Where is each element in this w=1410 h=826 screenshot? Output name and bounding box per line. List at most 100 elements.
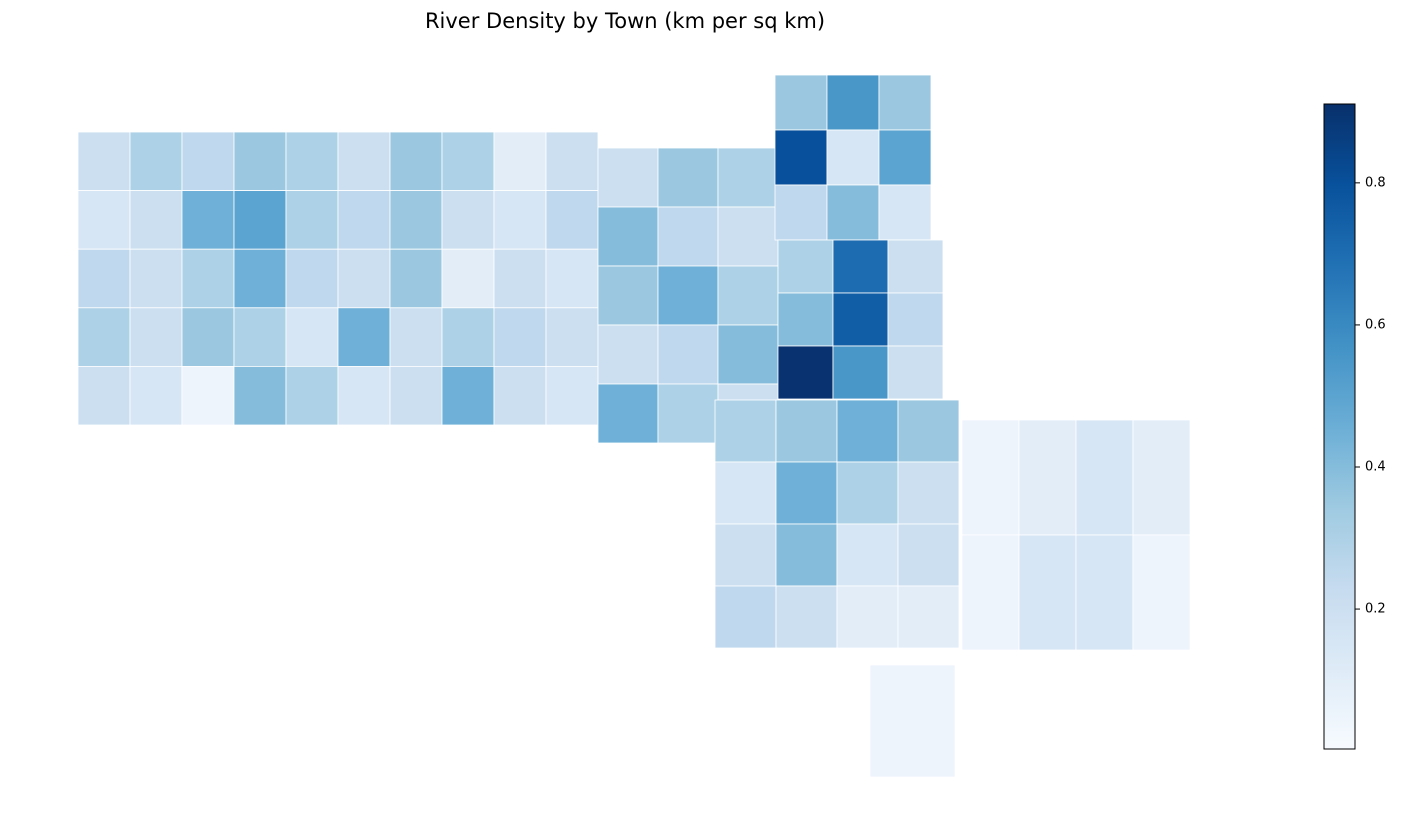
town <box>337 190 391 250</box>
town <box>337 365 391 426</box>
towns <box>77 74 1191 778</box>
town <box>493 365 547 426</box>
colorbar-tick-label: 0.4 <box>1365 459 1386 474</box>
town <box>493 307 547 367</box>
town <box>285 307 339 367</box>
town <box>897 399 960 463</box>
town <box>545 365 599 426</box>
town <box>878 184 932 241</box>
town <box>597 383 659 444</box>
town <box>961 534 1020 651</box>
town <box>285 248 339 309</box>
town <box>777 345 834 400</box>
town <box>493 131 547 191</box>
colorbar-tick-label: 0.2 <box>1365 602 1386 617</box>
town <box>545 248 599 309</box>
town <box>887 239 944 294</box>
town <box>714 399 777 463</box>
colorbar-tick-label: 0.6 <box>1365 317 1386 332</box>
town <box>657 206 719 267</box>
town <box>389 190 443 250</box>
town <box>897 585 960 649</box>
town <box>1132 419 1191 536</box>
town <box>129 365 183 426</box>
town <box>774 74 828 131</box>
town <box>441 365 495 426</box>
town <box>777 239 834 294</box>
town <box>389 365 443 426</box>
town <box>233 365 287 426</box>
town <box>77 190 131 250</box>
town <box>775 523 838 587</box>
town <box>129 248 183 309</box>
town <box>597 324 659 385</box>
town <box>285 190 339 250</box>
town <box>657 265 719 326</box>
town <box>441 307 495 367</box>
town <box>441 248 495 309</box>
town <box>77 365 131 426</box>
town <box>869 664 956 778</box>
town <box>717 147 779 208</box>
town <box>1132 534 1191 651</box>
town <box>337 248 391 309</box>
town <box>233 248 287 309</box>
town <box>657 324 719 385</box>
town <box>836 461 899 525</box>
town <box>441 190 495 250</box>
town <box>775 585 838 649</box>
town <box>129 131 183 191</box>
town <box>597 147 659 208</box>
colorbar-tick-label: 0.8 <box>1365 175 1386 190</box>
town <box>714 461 777 525</box>
town <box>545 190 599 250</box>
town <box>832 292 889 347</box>
town <box>493 248 547 309</box>
town <box>77 307 131 367</box>
town <box>285 131 339 191</box>
town <box>1018 419 1077 536</box>
town <box>129 307 183 367</box>
town <box>878 129 932 186</box>
town <box>714 523 777 587</box>
town <box>826 74 880 131</box>
town <box>389 307 443 367</box>
town <box>775 461 838 525</box>
town <box>826 129 880 186</box>
town <box>389 131 443 191</box>
town <box>181 248 235 309</box>
town <box>233 307 287 367</box>
town <box>826 184 880 241</box>
town <box>337 307 391 367</box>
colorbar <box>1323 103 1356 750</box>
town <box>337 131 391 191</box>
town <box>878 74 932 131</box>
town <box>77 131 131 191</box>
chart-title: River Density by Town (km per sq km) <box>425 9 825 33</box>
town <box>836 399 899 463</box>
town <box>897 523 960 587</box>
town <box>597 265 659 326</box>
town <box>181 307 235 367</box>
town <box>597 206 659 267</box>
town <box>77 248 131 309</box>
town <box>717 324 779 385</box>
town <box>777 292 834 347</box>
town <box>836 585 899 649</box>
town <box>441 131 495 191</box>
town <box>717 265 779 326</box>
town <box>285 365 339 426</box>
town <box>714 585 777 649</box>
town <box>836 523 899 587</box>
town <box>897 461 960 525</box>
town <box>545 307 599 367</box>
town <box>775 399 838 463</box>
town <box>1075 534 1134 651</box>
town <box>181 190 235 250</box>
town <box>832 239 889 294</box>
town <box>657 383 719 444</box>
town <box>389 248 443 309</box>
town <box>774 129 828 186</box>
town <box>832 345 889 400</box>
